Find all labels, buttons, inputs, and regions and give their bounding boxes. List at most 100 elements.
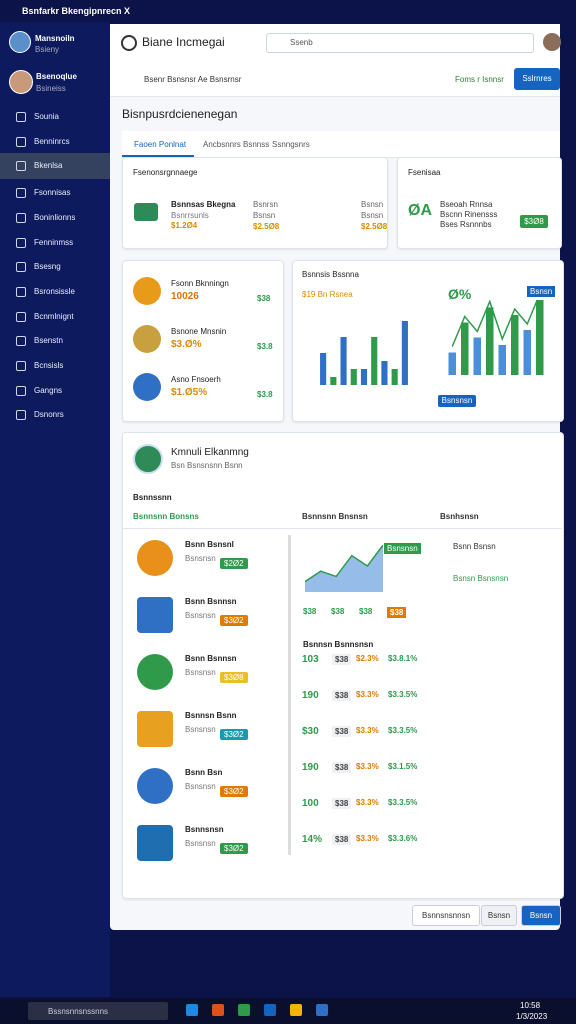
bar — [536, 300, 544, 375]
table-cell: $3.3% — [356, 798, 379, 807]
page-title: Bisnpusrdcienenegan — [122, 107, 238, 121]
taskbar-icon[interactable] — [316, 1004, 328, 1016]
item-field: Bsnsn — [361, 200, 384, 209]
bar — [381, 361, 388, 385]
card-line: Bscnn Rinensss — [440, 210, 498, 219]
nav-item[interactable]: Fsonnisas — [34, 188, 71, 198]
list-icon — [137, 825, 173, 861]
footer-button[interactable]: Bsnnsnsnnsn — [412, 905, 480, 926]
item-field: $2.5Ø8 — [253, 222, 280, 231]
nav-item[interactable]: Benninrcs — [34, 136, 70, 146]
list-tag: $3Ø8 — [220, 672, 248, 683]
nav-item[interactable]: Bsronsissle — [34, 286, 75, 296]
nav-icon — [16, 161, 26, 172]
bar — [320, 353, 327, 385]
card-title: Fsenonsrgnnaege — [133, 168, 198, 177]
taskbar-icon[interactable] — [264, 1004, 276, 1016]
card-line: Bseoah Rnnsa — [440, 200, 493, 209]
nav-icon — [16, 286, 26, 297]
list-name: Bsnn Bsnnsn — [185, 597, 237, 606]
item-field: Bsnrsn — [253, 200, 278, 209]
table-cell: 190 — [302, 690, 319, 701]
nav-icon — [16, 112, 26, 122]
nav-item[interactable]: Bcnmlnignt — [34, 311, 74, 321]
tab[interactable]: Ancbsnnrs Bsnnss — [203, 140, 270, 149]
line-chart — [305, 544, 383, 592]
taskbar-icon[interactable] — [186, 1004, 198, 1016]
bar — [330, 377, 337, 385]
stat-value: 10026 — [171, 291, 199, 302]
chart-big: Ø% — [448, 286, 472, 302]
table-cell: $2.3% — [356, 654, 379, 663]
nav-icon — [16, 212, 26, 223]
tab-underline — [122, 155, 194, 157]
taskbar-icon[interactable] — [290, 1004, 302, 1016]
bar — [371, 337, 378, 385]
table-cell: 190 — [302, 762, 319, 773]
nav-icon — [16, 336, 26, 347]
tab[interactable]: Faoen Ponlnat — [134, 140, 187, 149]
table-title: Bsnnsn Bsnnsnsn — [303, 640, 374, 649]
chart-legend: Bsnsn — [527, 286, 556, 297]
bar — [498, 345, 506, 375]
chart-row: $38 — [387, 607, 407, 618]
panel-sub: Bsn Bsnsnsnn Bsnn — [171, 461, 243, 470]
search-box[interactable] — [266, 33, 534, 53]
nav-item[interactable]: Bcnsisls — [34, 361, 64, 370]
user-name: Mansnoiln — [35, 34, 75, 43]
stat-name: Bsnone Mnsnin — [171, 327, 227, 336]
table-cell: 100 — [302, 798, 319, 809]
taskbar-search[interactable] — [28, 1002, 168, 1020]
list-icon — [137, 654, 173, 690]
bar — [340, 337, 347, 385]
stat-extra: $38 — [257, 294, 271, 303]
nav-item[interactable]: Bsenstn — [34, 336, 63, 346]
table-cell: $3.3.5% — [388, 798, 418, 807]
nav-icon — [16, 188, 26, 199]
nav-icon — [16, 361, 26, 371]
column-head: Bsnnsnn Bonsns — [133, 512, 199, 521]
taskbar-icon[interactable] — [238, 1004, 250, 1016]
list-sub: Bsnsnsn — [185, 725, 216, 734]
footer-button[interactable]: Bsnsn — [521, 905, 561, 926]
footer-button[interactable]: Bsnsn — [481, 905, 517, 926]
nav-item[interactable]: Dsnonrs — [34, 410, 64, 420]
table-cell: $3.3.5% — [388, 726, 418, 735]
list-name: Bsnn Bsnsnl — [185, 540, 234, 549]
list-icon — [137, 768, 173, 804]
card-line: Bses Rsnnnbs — [440, 220, 492, 229]
list-name: Bsnn Bsnnsn — [185, 654, 237, 663]
bar — [461, 322, 469, 375]
nav-icon — [16, 237, 26, 248]
chart-subtitle: $19 Bn Rsnea — [302, 290, 353, 299]
nav-item[interactable]: Fenninmss — [34, 237, 74, 247]
item-field: Bsnsn — [253, 211, 276, 220]
bar — [523, 330, 531, 375]
nav-item[interactable]: Boninlionns — [34, 212, 76, 222]
toolbar — [110, 62, 560, 97]
chart-button[interactable]: Bsnsnsn — [438, 395, 476, 407]
item-sub: Bsnrrsunls — [171, 211, 209, 220]
nav-item[interactable]: Bsesng — [34, 262, 61, 272]
tab[interactable]: Ssnngsnrs — [272, 140, 310, 149]
taskbar-icon[interactable] — [212, 1004, 224, 1016]
green-button[interactable]: $3Ø8 — [520, 215, 548, 228]
toolbar-link[interactable]: Foms r Isnnsr — [455, 75, 504, 84]
card-title: Fsenisaa — [408, 168, 441, 177]
logo — [121, 35, 137, 51]
section-title: Bsnnssnn — [133, 493, 172, 502]
table-cell: $3.8.1% — [388, 654, 418, 663]
clock-date: 1/3/2023 — [516, 1012, 548, 1021]
big-value: ØA — [408, 202, 432, 219]
nav-item[interactable]: Gangns — [34, 385, 63, 395]
stat-icon — [133, 325, 161, 353]
stat-name: Fsonn Bknningn — [171, 279, 229, 288]
side-item: Bsnn Bsnsn — [453, 542, 496, 551]
table-cell: $38 — [332, 798, 352, 809]
list-sub: Bsnsnsn — [185, 839, 216, 848]
primary-button[interactable]: Sslrnres — [514, 68, 560, 90]
nav-icon — [16, 410, 26, 421]
nav-item[interactable]: Sounia — [34, 112, 59, 121]
nav-item[interactable]: Bkenlsa — [34, 161, 63, 171]
list-tag: $3Ø2 — [220, 615, 248, 626]
